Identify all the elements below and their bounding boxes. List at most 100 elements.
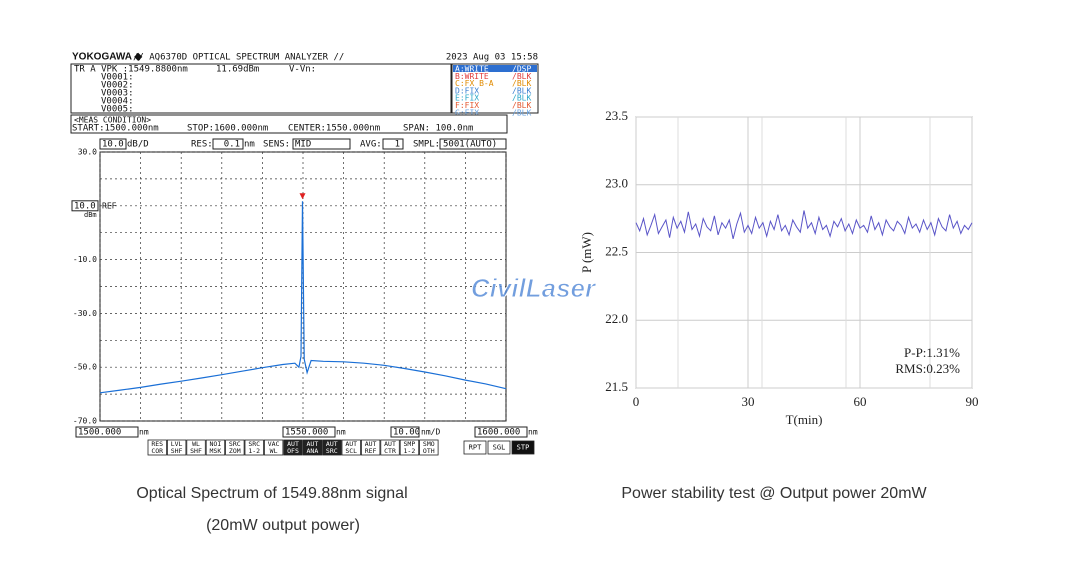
- softkey-label: VAC: [268, 440, 280, 448]
- softkey: [419, 439, 439, 456]
- datetime: 2023 Aug 03 15:58: [446, 53, 538, 63]
- marker-level: 11.69dBm: [216, 65, 259, 75]
- y-tick-label: 22.0: [605, 311, 628, 326]
- annotation: RMS:0.23%: [895, 361, 960, 376]
- softkey-label: OFS: [287, 447, 299, 455]
- softkey: [147, 439, 167, 456]
- y-tick-label: 23.0: [605, 176, 628, 191]
- scale-unit: dB/D: [127, 140, 149, 150]
- softkey-label: AUT: [365, 440, 377, 448]
- meas-center: CENTER:1550.000nm: [288, 124, 380, 134]
- softkey-label: WL: [270, 447, 278, 455]
- bottom-center-unit: nm: [336, 428, 346, 437]
- res-label: RES:: [191, 140, 213, 150]
- y-tick-label: 30.0: [78, 148, 97, 157]
- softkey: [380, 439, 400, 456]
- box: [292, 138, 351, 150]
- meas-span: SPAN: 100.0nm: [403, 124, 473, 134]
- marker-slot: V0005:: [101, 105, 134, 115]
- softkey-label: REF: [365, 447, 377, 455]
- marker-slot: V0003:: [101, 89, 134, 99]
- ref-unit: dBm: [84, 211, 97, 219]
- trace-state: /BLK: [512, 79, 531, 88]
- button: [511, 440, 535, 455]
- softkey-label: SRC: [326, 447, 338, 455]
- bottom-start: 1500.000: [78, 428, 121, 438]
- softkey: [341, 439, 361, 456]
- softkey-label: NOI: [210, 440, 222, 448]
- box: [282, 426, 336, 438]
- box: [99, 138, 127, 150]
- watermark: CivilLaser: [471, 273, 597, 303]
- sens-label: SENS:: [263, 140, 290, 150]
- trace-state: /BLK: [512, 108, 531, 117]
- box: [71, 200, 99, 212]
- spectrum-line: [99, 201, 507, 394]
- softkey-label: MSK: [210, 447, 222, 455]
- power-line: [635, 210, 973, 240]
- y-tick-label: 23.5: [605, 108, 628, 123]
- softkey: [186, 439, 206, 456]
- softkey-label: SCL: [345, 447, 357, 455]
- marker-diff: V-Vn:: [289, 65, 316, 75]
- trace-state: /DSP: [512, 65, 531, 74]
- marker-slot: V0002:: [101, 81, 134, 91]
- trace-name: D:FIX: [455, 86, 479, 95]
- box: [439, 138, 507, 150]
- trace-state: /BLK: [512, 94, 531, 103]
- button-label: SGL: [493, 444, 506, 452]
- bottom-center: 1550.000: [285, 428, 328, 438]
- softkey-label: SHF: [190, 447, 202, 455]
- sens: MID: [295, 140, 311, 150]
- x-axis-label: T(min): [786, 412, 823, 427]
- scale: 10.0: [102, 140, 124, 150]
- softkey-label: 1-2: [248, 447, 260, 455]
- trace-state: /BLK: [512, 72, 531, 81]
- softkey: [166, 439, 187, 456]
- softkey-label: ZOM: [229, 447, 241, 455]
- box: [212, 138, 244, 150]
- softkey-label: LVL: [171, 440, 183, 448]
- button: [487, 440, 511, 455]
- softkey-label: AUT: [287, 440, 299, 448]
- softkey-label: SMO: [423, 440, 435, 448]
- bottom-stop: 1600.000: [477, 428, 520, 438]
- softkey-label: AUT: [345, 440, 357, 448]
- softkey-label: SHF: [171, 447, 183, 455]
- caption: Optical Spectrum of 1549.88nm signal: [136, 485, 407, 502]
- box: [382, 138, 404, 150]
- softkey-label: SRC: [229, 440, 241, 448]
- softkey: [244, 439, 264, 456]
- box: [70, 114, 508, 134]
- softkey: [399, 439, 420, 456]
- smpl-label: SMPL:: [413, 140, 440, 150]
- caption: (20mW output power): [206, 517, 360, 534]
- marker-slot: V0004:: [101, 97, 134, 107]
- brand: YOKOGAWA ◆: [72, 52, 142, 63]
- trace-name: B:WRITE: [455, 72, 489, 81]
- trace-highlight: [453, 65, 537, 72]
- screen-title: // AQ6370D OPTICAL SPECTRUM ANALYZER //: [133, 53, 344, 63]
- annotation: P-P:1.31%: [904, 345, 960, 360]
- softkey-label: AUT: [326, 440, 338, 448]
- meas-condition: <MEAS CONDITION>: [74, 116, 151, 125]
- softkey-label: SMP: [404, 440, 416, 448]
- ref-level: 10.0: [74, 201, 96, 211]
- softkey: [302, 439, 323, 456]
- avg-label: AVG:: [360, 140, 382, 150]
- trace-name: E:FIX: [455, 94, 479, 103]
- softkey-label: SRC: [248, 440, 260, 448]
- trace-name: A:WRITE: [455, 65, 489, 74]
- softkey-label: 1-2: [404, 447, 416, 455]
- y-tick-label: -10.0: [73, 255, 97, 264]
- box: [70, 63, 452, 114]
- y-tick-label: -30.0: [73, 309, 97, 318]
- ref-label: REF: [102, 201, 117, 210]
- bottom-div: 10.00: [393, 428, 420, 438]
- button-label: RPT: [469, 444, 482, 452]
- y-axis-label: P (mW): [579, 232, 594, 273]
- marker-readout: TR A VPK :1549.8800nm: [74, 65, 188, 75]
- x-tick-label: 60: [854, 394, 867, 409]
- trace-name: G:FIX: [455, 108, 479, 117]
